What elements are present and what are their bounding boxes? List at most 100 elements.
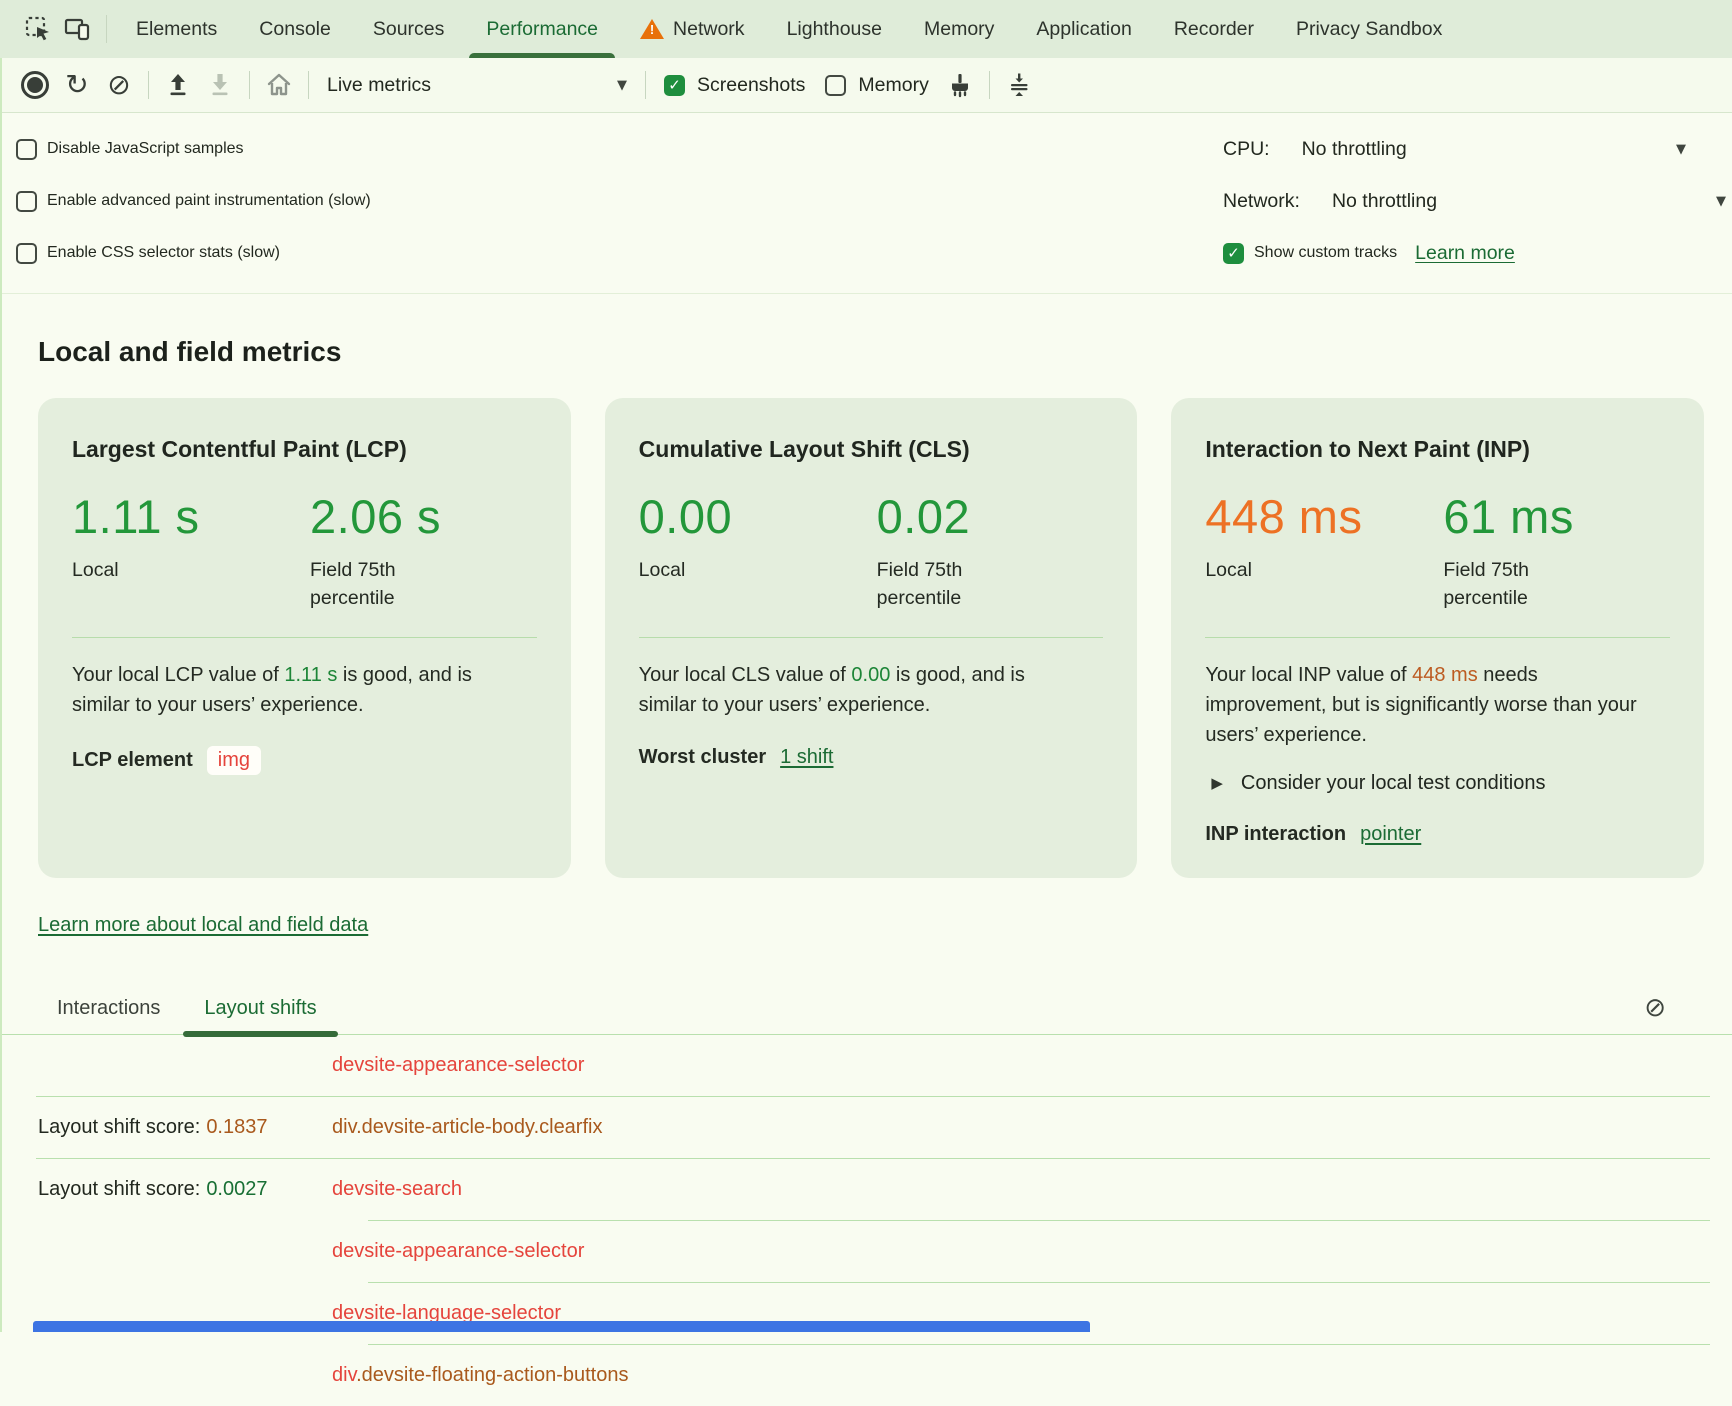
reload-and-record-button[interactable]: ↻ — [56, 64, 98, 106]
collect-garbage-icon[interactable] — [939, 64, 981, 106]
custom-tracks-learn-more-link[interactable]: Learn more — [1415, 242, 1515, 265]
layout-shift-row[interactable]: Layout shift score:0.0027 devsite-search — [0, 1159, 1732, 1220]
toolbar-divider — [249, 71, 250, 99]
lcp-inline-value: 1.11 s — [284, 664, 337, 686]
learn-more-local-field-link[interactable]: Learn more about local and field data — [38, 914, 368, 936]
worst-cluster-link[interactable]: 1 shift — [780, 746, 833, 769]
layout-shift-row[interactable]: devsite-language-selector — [0, 1283, 1732, 1344]
panel-mode-value: Live metrics — [327, 74, 431, 97]
advanced-paint-row[interactable]: Enable advanced paint instrumentation (s… — [16, 175, 1223, 227]
device-toolbar-icon[interactable] — [58, 9, 98, 49]
dropdown-arrow-icon: ▼ — [1676, 143, 1686, 156]
screenshots-label: Screenshots — [697, 74, 805, 97]
tab-elements[interactable]: Elements — [115, 0, 238, 58]
memory-checkbox-row[interactable]: Memory — [825, 74, 928, 97]
screenshots-checkbox[interactable]: ✓ — [664, 75, 685, 96]
devtools-tabbar: Elements Console Sources Performance ! N… — [0, 0, 1732, 58]
css-selector-stats-checkbox[interactable] — [16, 243, 37, 264]
tab-memory[interactable]: Memory — [903, 0, 1015, 58]
layout-shift-row[interactable]: div.devsite-floating-action-buttons — [0, 1345, 1732, 1406]
memory-checkbox[interactable] — [825, 75, 846, 96]
inp-description: Your local INP value of 448 ms needs imp… — [1205, 660, 1650, 750]
horizontal-scrollbar-thumb[interactable] — [33, 1321, 1090, 1332]
inspect-element-icon[interactable] — [18, 9, 58, 49]
css-selector-stats-row[interactable]: Enable CSS selector stats (slow) — [16, 227, 1223, 279]
tab-sources[interactable]: Sources — [352, 0, 466, 58]
card-divider — [639, 637, 1104, 638]
log-tab-interactions[interactable]: Interactions — [57, 997, 160, 1034]
network-throttling-select[interactable]: Network: No throttling ▼ — [1223, 175, 1726, 227]
layout-shift-node-link[interactable]: devsite-appearance-selector — [332, 1054, 1732, 1077]
inp-local-label: Local — [1205, 556, 1340, 584]
local-test-conditions-disclosure[interactable]: ▶ Consider your local test conditions — [1205, 772, 1670, 795]
toolbar-divider — [308, 71, 309, 99]
cls-inline-value: 0.00 — [851, 664, 890, 686]
tab-performance[interactable]: Performance — [465, 0, 619, 58]
card-divider — [72, 637, 537, 638]
tab-recorder[interactable]: Recorder — [1153, 0, 1275, 58]
cls-card: Cumulative Layout Shift (CLS) 0.00 Local… — [605, 398, 1138, 878]
clear-button[interactable]: ⊘ — [98, 64, 140, 106]
inp-interaction-link[interactable]: pointer — [1360, 823, 1421, 846]
inp-field-value: 61 ms — [1443, 489, 1578, 544]
layout-shift-node-link[interactable]: div.devsite-floating-action-buttons — [332, 1364, 1732, 1387]
disable-js-samples-row[interactable]: Disable JavaScript samples — [16, 123, 1223, 175]
layout-shift-node-link[interactable]: devsite-appearance-selector — [332, 1240, 1732, 1263]
layout-shift-score-label: Layout shift score: — [38, 1178, 200, 1200]
inp-inline-value: 448 ms — [1412, 664, 1478, 686]
layout-shifts-log: devsite-appearance-selector Layout shift… — [0, 1035, 1732, 1406]
dropdown-arrow-icon: ▼ — [1716, 195, 1726, 208]
inp-field-label: Field 75th percentile — [1443, 556, 1578, 613]
layout-shift-row[interactable]: devsite-appearance-selector — [0, 1035, 1732, 1096]
log-tabbar: Interactions Layout shifts ⊘ — [0, 997, 1732, 1034]
performance-toolbar: ↻ ⊘ Live metrics ▼ ✓ Screenshots Memory — [0, 58, 1732, 113]
tab-lighthouse[interactable]: Lighthouse — [766, 0, 903, 58]
toolbar-divider — [148, 71, 149, 99]
record-button[interactable] — [14, 64, 56, 106]
tab-console[interactable]: Console — [238, 0, 352, 58]
cpu-label: CPU: — [1223, 138, 1270, 161]
custom-tracks-checkbox[interactable]: ✓ — [1223, 243, 1244, 264]
inp-local-value: 448 ms — [1205, 489, 1443, 544]
advanced-paint-checkbox[interactable] — [16, 191, 37, 212]
worst-cluster-label: Worst cluster — [639, 746, 766, 769]
log-tab-layout-shifts[interactable]: Layout shifts — [204, 997, 316, 1034]
layout-shift-node-link[interactable]: div.devsite-article-body.clearfix — [332, 1116, 1732, 1139]
home-button[interactable] — [258, 64, 300, 106]
network-label: Network: — [1223, 190, 1300, 213]
panel-mode-select[interactable]: Live metrics ▼ — [317, 74, 637, 97]
cpu-throttling-select[interactable]: CPU: No throttling ▼ — [1223, 123, 1686, 175]
clear-log-icon[interactable]: ⊘ — [1644, 995, 1666, 1021]
toolbar-divider — [645, 71, 646, 99]
tab-application[interactable]: Application — [1015, 0, 1152, 58]
lcp-element-node-link[interactable]: img — [207, 746, 261, 775]
layout-shift-score-label: Layout shift score: — [38, 1116, 200, 1138]
tab-privacy-sandbox[interactable]: Privacy Sandbox — [1275, 0, 1463, 58]
tab-network-label: Network — [673, 18, 745, 41]
local-test-conditions-label: Consider your local test conditions — [1241, 772, 1546, 795]
load-profile-button[interactable] — [157, 64, 199, 106]
lcp-card-title: Largest Contentful Paint (LCP) — [72, 436, 537, 463]
layout-shift-node-link[interactable]: devsite-search — [332, 1178, 1732, 1201]
local-and-field-metrics-heading: Local and field metrics — [38, 336, 1732, 368]
metric-cards: Largest Contentful Paint (LCP) 1.11 s Lo… — [38, 398, 1704, 878]
advanced-paint-label: Enable advanced paint instrumentation (s… — [47, 192, 371, 210]
screenshots-checkbox-row[interactable]: ✓ Screenshots — [664, 74, 805, 97]
custom-tracks-row[interactable]: ✓ Show custom tracks Learn more — [1223, 227, 1728, 279]
cls-local-label: Local — [639, 556, 774, 584]
layout-shift-row[interactable]: devsite-appearance-selector — [0, 1221, 1732, 1282]
save-profile-button[interactable] — [199, 64, 241, 106]
network-warning-icon: ! — [640, 19, 664, 39]
cls-field-label: Field 75th percentile — [877, 556, 1012, 613]
lcp-description: Your local LCP value of 1.11 s is good, … — [72, 660, 517, 720]
performance-options-panel: Disable JavaScript samples Enable advanc… — [0, 113, 1732, 294]
cls-field-value: 0.02 — [877, 489, 1012, 544]
tab-network[interactable]: ! Network — [619, 0, 766, 58]
css-selector-stats-label: Enable CSS selector stats (slow) — [47, 244, 280, 262]
layout-shift-row[interactable]: Layout shift score:0.1837 div.devsite-ar… — [0, 1097, 1732, 1158]
card-divider — [1205, 637, 1670, 638]
collapse-panel-icon[interactable] — [998, 64, 1040, 106]
custom-tracks-label: Show custom tracks — [1254, 244, 1397, 262]
lcp-element-label: LCP element — [72, 749, 193, 772]
disable-js-samples-checkbox[interactable] — [16, 139, 37, 160]
